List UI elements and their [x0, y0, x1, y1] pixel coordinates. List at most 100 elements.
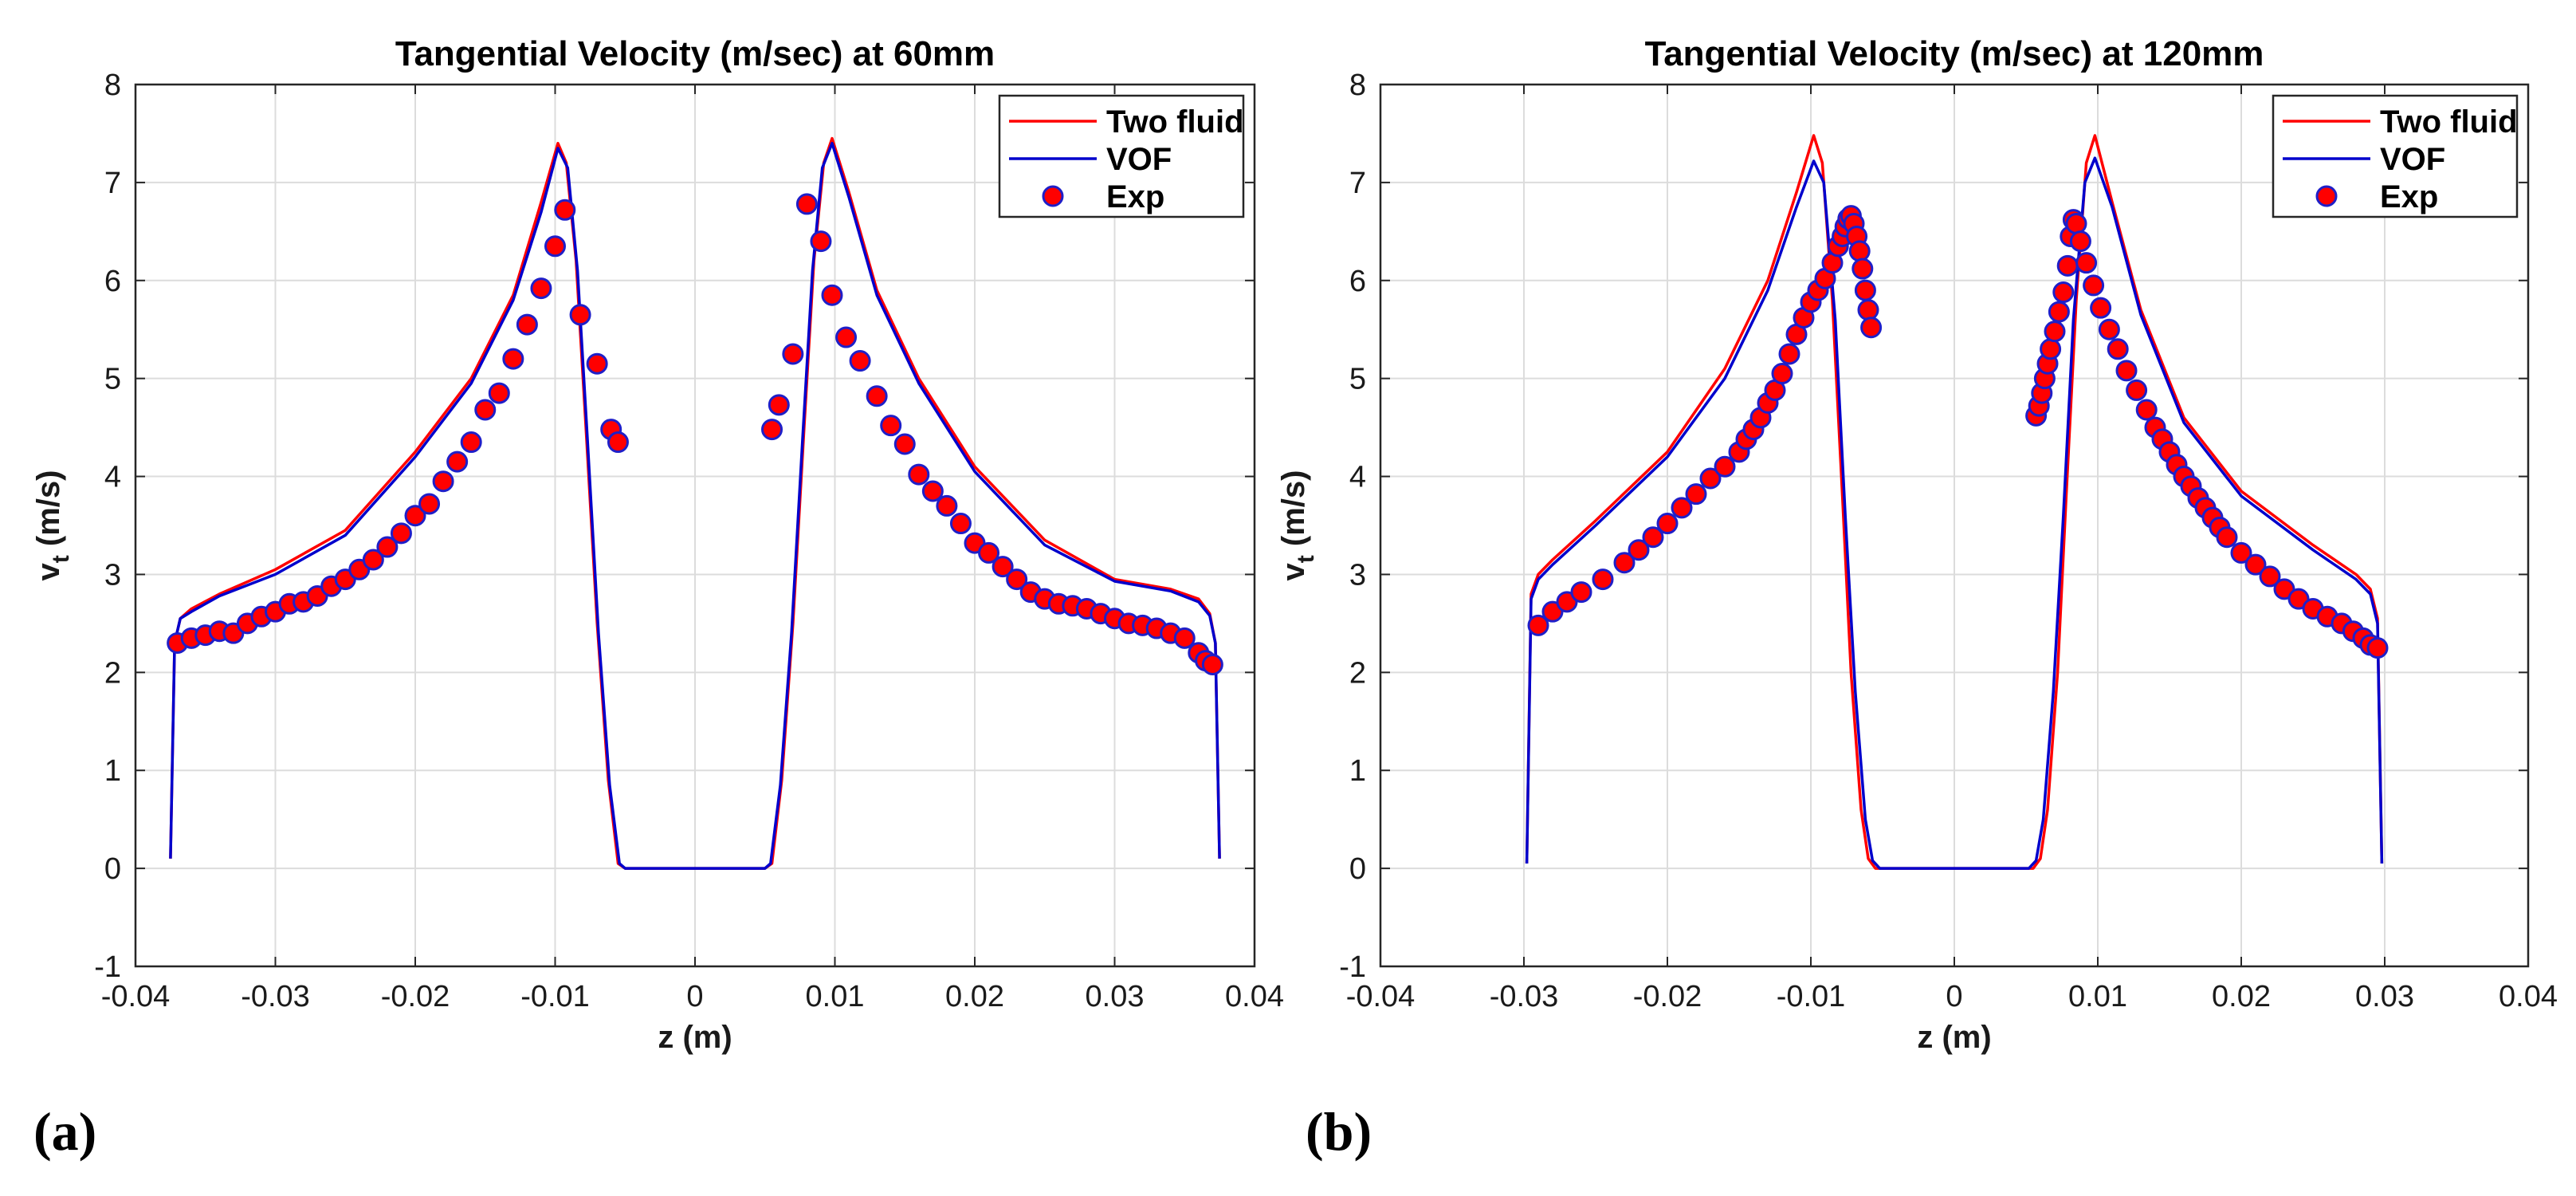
exp-point	[1570, 581, 1592, 604]
series-exp-points	[1527, 205, 2389, 659]
x-tick-label: -0.02	[381, 980, 450, 1013]
panel-label-a: (a)	[33, 1101, 96, 1162]
y-axis-label-subscript: t	[1293, 555, 1319, 563]
exp-point	[2075, 252, 2098, 274]
exp-point	[821, 284, 843, 306]
exp-point	[921, 480, 944, 502]
x-tick-label: 0	[686, 980, 703, 1013]
exp-point	[795, 193, 818, 215]
exp-point	[2287, 588, 2310, 610]
x-tick-label: 0.02	[2212, 980, 2271, 1013]
exp-point	[810, 230, 832, 253]
y-tick-label: 8	[104, 69, 121, 102]
exp-point	[992, 556, 1014, 578]
panel-label-b: (b)	[1306, 1101, 1372, 1162]
exp-point	[474, 399, 497, 421]
legend-box	[998, 94, 1245, 218]
exp-point	[2069, 230, 2091, 253]
series-exp-points	[167, 193, 1223, 676]
data-layer	[167, 136, 1223, 870]
exp-point	[390, 522, 412, 545]
exp-point	[880, 415, 902, 437]
y-axis-label: vt (m/s)	[31, 470, 74, 581]
exp-point	[1852, 258, 1874, 280]
exp-point	[432, 470, 454, 493]
y-tick-label: -1	[94, 950, 121, 984]
exp-point	[376, 536, 399, 558]
exp-point	[2090, 297, 2112, 319]
exp-point	[2244, 553, 2267, 576]
x-tick-label: 0	[1946, 980, 1962, 1013]
exp-point	[1685, 483, 1707, 506]
exp-point	[835, 326, 858, 348]
exp-point	[404, 505, 426, 527]
exp-point	[607, 431, 629, 454]
exp-point	[1714, 455, 1736, 478]
exp-point	[2107, 338, 2129, 360]
x-tick-label: -0.01	[1777, 980, 1846, 1013]
exp-point	[1656, 513, 1679, 535]
exp-point	[488, 382, 510, 404]
exp-point	[418, 493, 441, 515]
x-tick-label: 0.04	[2499, 980, 2558, 1013]
y-tick-label: 0	[1349, 852, 1366, 886]
x-tick-label: 0.03	[2355, 980, 2414, 1013]
x-tick-label: 0.02	[945, 980, 1004, 1013]
y-tick-label: 0	[104, 852, 121, 886]
chart-a: -0.04 -0.03 -0.02 -0.01 0 0.01 0.02 0.03 0.04 -1 0…	[31, 34, 1284, 1055]
x-tick-label: 0.04	[1225, 980, 1284, 1013]
exp-point	[1592, 568, 1614, 591]
exp-point	[1848, 240, 1871, 262]
exp-point	[1699, 467, 1722, 490]
x-tick-label: -0.01	[520, 980, 590, 1013]
exp-point	[544, 235, 566, 258]
y-tick-label: 3	[104, 558, 121, 592]
x-axis-label: z (m)	[658, 1020, 732, 1055]
exp-point	[893, 433, 916, 455]
legend-swatch-exp	[2315, 185, 2338, 207]
exp-point	[761, 419, 783, 441]
exp-point	[1771, 363, 1793, 385]
exp-point	[978, 541, 1000, 564]
exp-point	[782, 343, 804, 365]
y-tick-label: 6	[1349, 265, 1366, 298]
exp-point	[2048, 301, 2070, 323]
exp-point	[849, 350, 871, 372]
exp-point	[446, 450, 469, 473]
exp-point	[1854, 279, 1876, 301]
chart-b: -0.04 -0.03 -0.02 -0.01 0 0.01 0.02 0.03 0.04 -1 0…	[1276, 34, 2558, 1055]
y-axis-label-units: (m/s)	[1276, 470, 1311, 556]
legend-label: Exp	[2380, 179, 2438, 214]
x-tick-label: -0.04	[101, 980, 171, 1013]
exp-point	[1173, 627, 1196, 649]
exp-point	[554, 199, 576, 221]
legend-label: Exp	[1106, 179, 1164, 214]
exp-point	[936, 494, 958, 517]
exp-point	[1778, 343, 1800, 365]
chart-title: Tangential Velocity (m/sec) at 120mm	[1645, 34, 2264, 73]
exp-point	[1556, 591, 1578, 613]
x-tick-label: 0.03	[1086, 980, 1145, 1013]
exp-point	[1006, 568, 1028, 591]
x-tick-label: -0.02	[1633, 980, 1702, 1013]
exp-point	[866, 385, 888, 407]
exp-point	[1671, 497, 1693, 519]
y-tick-label: 7	[1349, 167, 1366, 200]
exp-point	[2273, 578, 2295, 600]
exp-point	[2065, 213, 2087, 235]
exp-point	[2230, 541, 2252, 564]
x-tick-label: 0.01	[2068, 980, 2127, 1013]
exp-point	[2083, 274, 2105, 297]
y-tick-label: 5	[1349, 363, 1366, 396]
x-axis-label: z (m)	[1917, 1020, 1991, 1055]
chart-title: Tangential Velocity (m/sec) at 60mm	[395, 34, 995, 73]
exp-point	[502, 348, 524, 370]
exp-point	[2098, 318, 2120, 340]
exp-point	[460, 431, 482, 454]
exp-point	[1628, 539, 1650, 561]
legend-label: VOF	[1106, 142, 1172, 177]
y-tick-label: 1	[1349, 754, 1366, 788]
exp-point	[2115, 360, 2138, 382]
exp-point	[362, 549, 384, 571]
